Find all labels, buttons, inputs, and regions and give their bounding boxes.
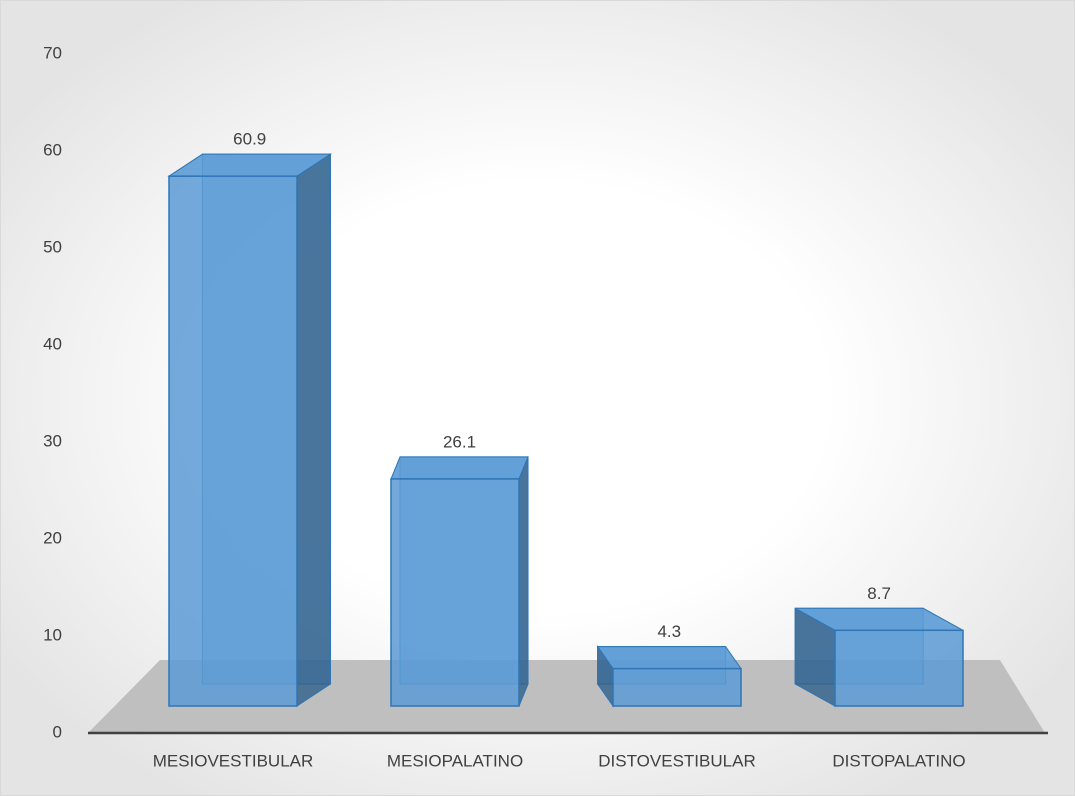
y-tick-label: 40	[43, 334, 62, 353]
x-tick-label: MESIOVESTIBULAR	[153, 751, 314, 770]
y-tick-label: 0	[53, 722, 62, 741]
y-tick-label: 60	[43, 140, 62, 159]
data-label: 26.1	[443, 432, 476, 451]
bar	[390, 456, 529, 707]
y-tick-label: 20	[43, 528, 62, 547]
y-tick-label: 10	[43, 625, 62, 644]
bar-side	[296, 153, 331, 707]
bar-side	[518, 456, 529, 707]
bar	[167, 153, 333, 707]
bar-front	[390, 478, 520, 707]
y-tick-label: 30	[43, 431, 62, 450]
data-label: 4.3	[657, 622, 681, 641]
y-tick-label: 70	[43, 43, 62, 62]
x-tick-label: DISTOVESTIBULAR	[598, 751, 755, 770]
bar	[794, 607, 964, 707]
y-tick-label: 50	[43, 237, 62, 256]
bar-front	[168, 175, 298, 707]
data-label: 60.9	[233, 130, 266, 149]
bar	[596, 645, 742, 708]
x-tick-label: MESIOPALATINO	[387, 751, 523, 770]
data-label: 8.7	[867, 584, 891, 603]
bar-top	[596, 646, 742, 670]
bar-front	[612, 667, 742, 707]
x-tick-label: DISTOPALATINO	[832, 751, 965, 770]
bar-front	[834, 629, 964, 707]
bar-top	[390, 456, 529, 480]
